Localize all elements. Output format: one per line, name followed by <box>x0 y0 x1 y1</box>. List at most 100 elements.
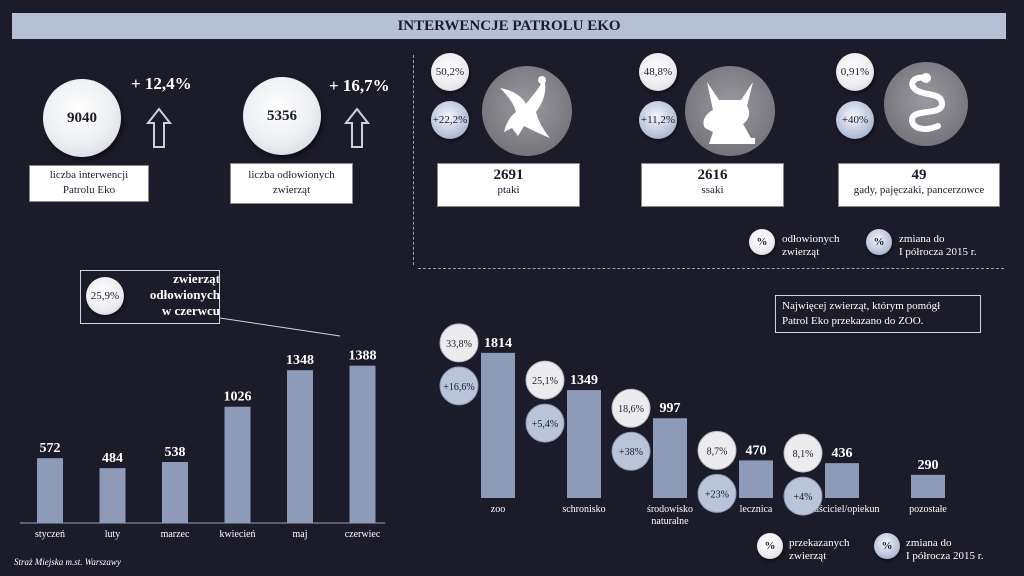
dest-data-label-0: 1814 <box>484 336 512 351</box>
reptiles-count-box: 49 gady, pajęczaki, pancerzowce <box>838 163 1000 207</box>
arrow-up-icon <box>344 107 370 148</box>
data-label-0: 572 <box>40 441 61 456</box>
dest-tick-label-1: schronisko <box>562 504 605 515</box>
data-label-2: 538 <box>165 445 186 460</box>
june-share-badge: 25,9% <box>86 277 124 315</box>
dest-share-badge-2 <box>611 388 651 428</box>
dest-share-badge-3 <box>697 430 737 470</box>
legend-transferred-label: przekazanych zwierząt <box>789 537 850 562</box>
kpi-animals-label: liczba odłowionych zwierząt <box>230 163 353 204</box>
mammals-count-box: 2616 ssaki <box>641 163 784 207</box>
dest-change-badge-0 <box>439 366 479 406</box>
kpi-animals-value: 5356 <box>267 108 297 124</box>
dest-tick-label-3: lecznica <box>740 504 773 515</box>
dest-change-badge-3 <box>697 473 737 513</box>
dest-share-text-0: 33,8% <box>446 339 472 350</box>
dest-share-badge-0 <box>439 323 479 363</box>
dest-share-text-2: 18,6% <box>618 404 644 415</box>
legend-dest-change-label: zmiana do I półrocza 2015 r. <box>906 537 984 562</box>
mammal-icon <box>685 66 775 156</box>
tick-label-5: czerwiec <box>345 529 381 540</box>
legend-transferred-symbol: % <box>757 533 783 559</box>
destination-bar-chart: 1814 zoo 33,8% +16,6% 1349 schronisko 25,1% +5,… <box>439 323 947 527</box>
kpi-animals-change: + 16,7% <box>329 76 390 95</box>
legend-dest-change-symbol: % <box>874 533 900 559</box>
reptiles-change-badge: +40% <box>836 101 874 139</box>
june-callout-text: zwierząt odłowionych w czerwcu <box>149 271 220 318</box>
legend-captured-symbol: % <box>749 229 775 255</box>
dest-bar-5 <box>911 474 945 498</box>
bar-3 <box>224 406 251 523</box>
mammals-share-badge: 48,8% <box>639 53 677 91</box>
tick-label-0: styczeń <box>35 529 65 540</box>
dest-tick-label-4: właściciel/opiekun <box>805 504 880 515</box>
dest-share-text-1: 25,1% <box>532 376 558 387</box>
dest-bar-2 <box>653 418 687 498</box>
dest-share-badge-1 <box>525 360 565 400</box>
dest-data-label-2: 997 <box>660 401 681 416</box>
dest-change-badge-2 <box>611 431 651 471</box>
birds-share-badge: 50,2% <box>431 53 469 91</box>
dest-change-text-4: +4% <box>794 492 813 503</box>
dest-tick-label-5: pozostałe <box>909 504 947 515</box>
arrow-up-icon <box>146 107 172 148</box>
data-label-5: 1388 <box>349 349 377 364</box>
monthly-bar-chart: 572 styczeń 484 luty 538 marzec 1026 kwiecień 13… <box>20 349 385 540</box>
tick-label-1: luty <box>105 529 121 540</box>
legend-change-label: zmiana do I półrocza 2015 r. <box>899 233 977 258</box>
kpi-animals-bubble: 5356 <box>243 77 321 155</box>
page-title: INTERWENCJE PATROLU EKO <box>12 13 1006 39</box>
bar-2 <box>162 462 188 523</box>
dest-change-badge-4 <box>783 476 823 516</box>
birds-count-box: 2691 ptaki <box>437 163 580 207</box>
mammals-count: 2616 <box>697 167 728 183</box>
dest-data-label-4: 436 <box>832 446 853 461</box>
data-label-3: 1026 <box>224 390 252 405</box>
dest-change-badge-1 <box>525 403 565 443</box>
dest-change-text-3: +23% <box>705 489 729 500</box>
kpi-interventions-value: 9040 <box>67 110 97 126</box>
zoo-note: Najwięcej zwierząt, którym pomógł Patrol… <box>775 295 981 333</box>
dest-data-label-1: 1349 <box>570 373 598 388</box>
reptiles-label: gady, pajęczaki, pancerzowce <box>853 184 985 196</box>
kpi-interventions-bubble: 9040 <box>43 79 121 157</box>
reptiles-count: 49 <box>911 167 927 183</box>
dest-data-label-3: 470 <box>746 443 767 458</box>
snake-icon <box>884 62 968 146</box>
data-label-1: 484 <box>102 451 123 466</box>
data-label-4: 1348 <box>286 353 314 368</box>
dest-bar-4 <box>825 463 859 498</box>
reptiles-share-badge: 0,91% <box>836 53 874 91</box>
birds-count: 2691 <box>493 167 524 183</box>
dest-share-badge-4 <box>783 433 823 473</box>
mammals-label: ssaki <box>701 184 724 196</box>
dest-change-text-2: +38% <box>619 447 643 458</box>
dest-data-label-5: 290 <box>918 458 939 473</box>
footer-source: Straż Miejska m.st. Warszawy <box>14 557 121 567</box>
legend-change-symbol: % <box>866 229 892 255</box>
horizontal-divider <box>418 268 1004 269</box>
birds-label: ptaki <box>497 184 520 196</box>
dest-change-text-1: +5,4% <box>532 419 558 430</box>
bar-5 <box>349 365 376 523</box>
dest-change-text-0: +16,6% <box>443 382 474 393</box>
dest-tick-label-2: środowisko <box>647 504 693 515</box>
mammals-change-badge: +11,2% <box>639 101 677 139</box>
bar-0 <box>37 458 63 523</box>
dest-bar-1 <box>567 390 601 498</box>
kpi-interventions-change: + 12,4% <box>131 74 192 93</box>
tick-label-3: kwiecień <box>219 529 255 540</box>
tick-label-2: marzec <box>161 529 190 540</box>
bar-1 <box>99 468 126 523</box>
dest-share-text-3: 8,7% <box>707 446 728 457</box>
june-callout-box <box>80 270 220 324</box>
dest-bar-0 <box>481 352 515 498</box>
bird-icon <box>482 66 572 156</box>
tick-label-4: maj <box>293 529 308 540</box>
birds-change-badge: +22,2% <box>431 101 469 139</box>
vertical-divider <box>413 55 414 265</box>
kpi-interventions-label: liczba interwencji Patrolu Eko <box>29 165 149 202</box>
legend-captured-label: odłowionych zwierząt <box>782 233 840 258</box>
dest-tick-label-0: zoo <box>491 504 505 515</box>
